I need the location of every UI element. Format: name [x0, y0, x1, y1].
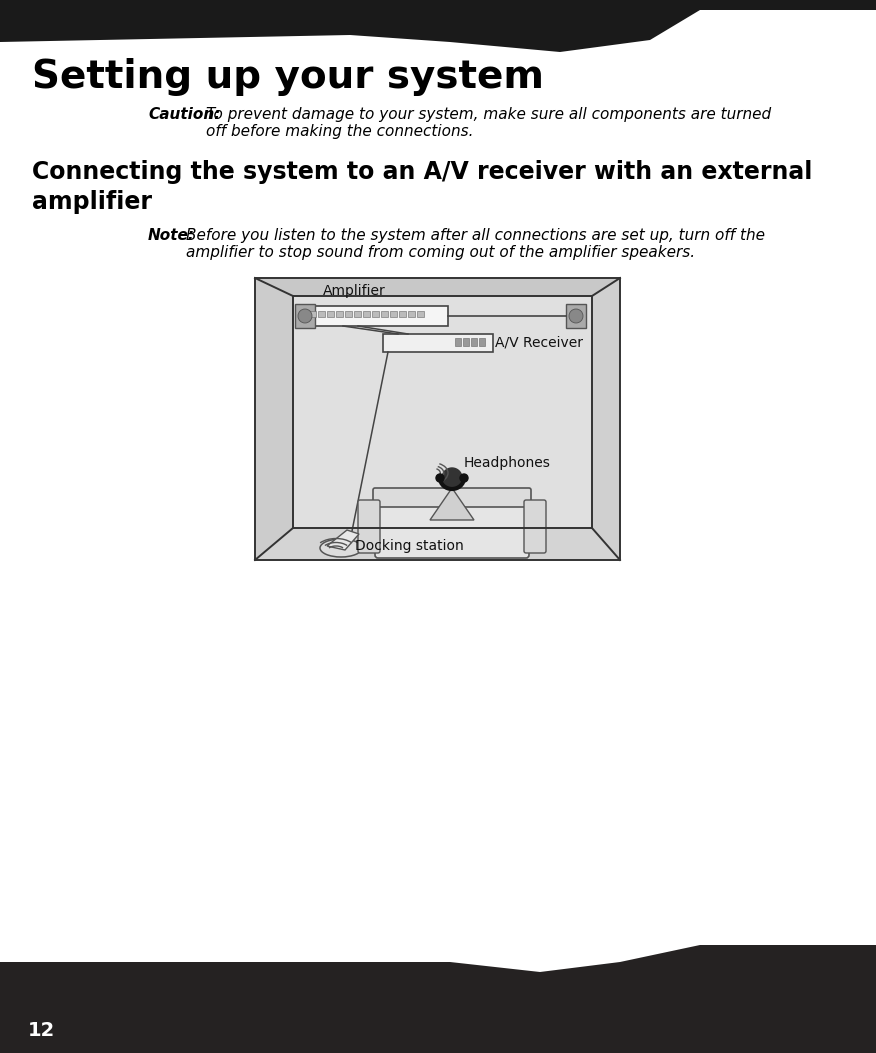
- Circle shape: [298, 309, 312, 323]
- Bar: [295, 304, 315, 327]
- Circle shape: [460, 474, 468, 482]
- Bar: [417, 311, 424, 317]
- Text: To prevent damage to your system, make sure all components are turned
off before: To prevent damage to your system, make s…: [206, 107, 771, 139]
- Polygon shape: [430, 488, 474, 520]
- Circle shape: [569, 309, 583, 323]
- Circle shape: [442, 468, 462, 488]
- Bar: [318, 311, 325, 317]
- Bar: [354, 311, 361, 317]
- Bar: [345, 311, 352, 317]
- Bar: [471, 338, 477, 346]
- Bar: [455, 338, 461, 346]
- Bar: [336, 311, 343, 317]
- Polygon shape: [592, 278, 620, 560]
- Bar: [255, 278, 620, 560]
- Text: Headphones: Headphones: [464, 456, 551, 470]
- Polygon shape: [255, 278, 293, 560]
- Bar: [463, 338, 469, 346]
- Text: Setting up your system: Setting up your system: [32, 58, 544, 96]
- Bar: [309, 311, 316, 317]
- Bar: [327, 311, 334, 317]
- Bar: [363, 311, 370, 317]
- Text: Before you listen to the system after all connections are set up, turn off the
a: Before you listen to the system after al…: [186, 229, 765, 260]
- Bar: [390, 311, 397, 317]
- Bar: [383, 334, 493, 352]
- Text: Docking station: Docking station: [355, 539, 463, 553]
- Polygon shape: [255, 278, 620, 296]
- Polygon shape: [0, 945, 876, 1053]
- Text: A/V Receiver: A/V Receiver: [495, 336, 583, 350]
- Bar: [303, 306, 448, 326]
- Bar: [399, 311, 406, 317]
- Bar: [408, 311, 415, 317]
- Text: Amplifier: Amplifier: [323, 284, 385, 298]
- Text: 12: 12: [28, 1020, 55, 1039]
- Bar: [479, 338, 485, 346]
- Polygon shape: [0, 0, 876, 52]
- Text: Caution:: Caution:: [148, 107, 221, 122]
- Polygon shape: [327, 530, 359, 550]
- Bar: [372, 311, 379, 317]
- Polygon shape: [255, 528, 620, 560]
- Polygon shape: [293, 296, 592, 528]
- Text: Connecting the system to an A/V receiver with an external
amplifier: Connecting the system to an A/V receiver…: [32, 160, 812, 214]
- Text: Note:: Note:: [148, 229, 195, 243]
- Bar: [566, 304, 586, 327]
- Ellipse shape: [320, 539, 362, 557]
- FancyBboxPatch shape: [358, 500, 380, 553]
- FancyBboxPatch shape: [373, 488, 531, 516]
- Circle shape: [436, 474, 444, 482]
- FancyBboxPatch shape: [524, 500, 546, 553]
- Bar: [381, 311, 388, 317]
- FancyBboxPatch shape: [375, 506, 529, 558]
